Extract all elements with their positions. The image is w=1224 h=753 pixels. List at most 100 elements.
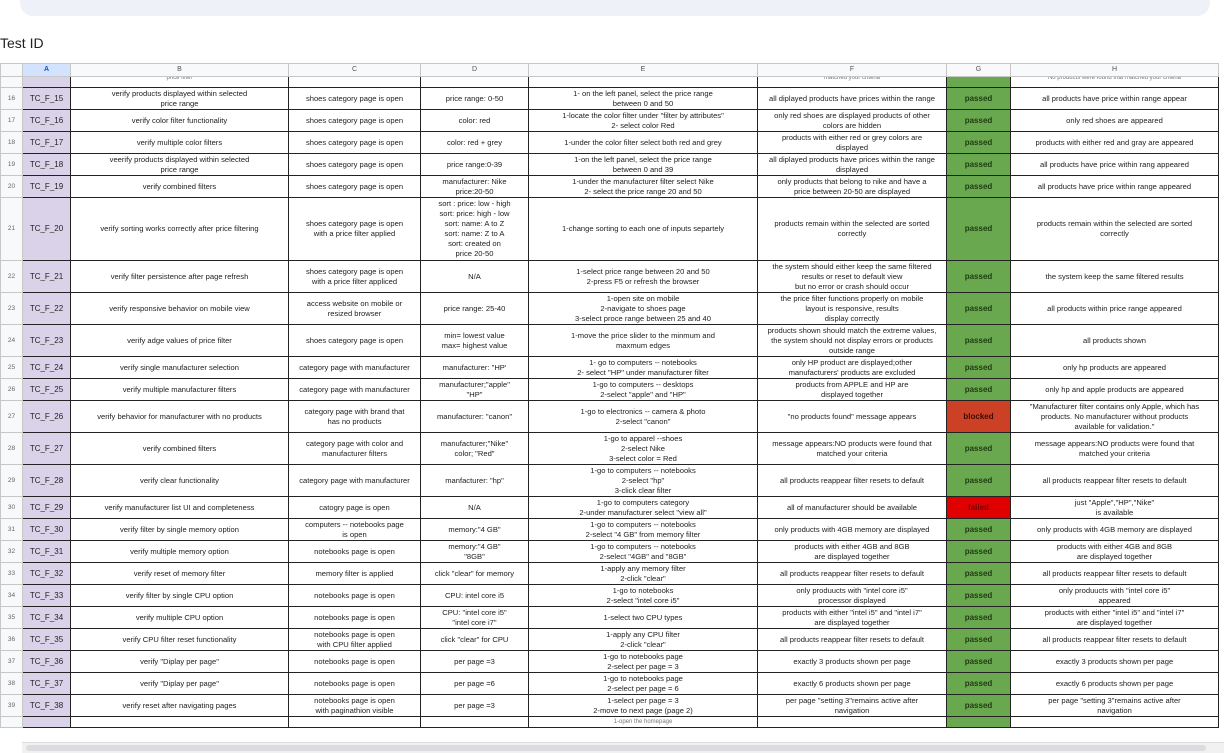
- expected-result-cell[interactable]: exactly 6 products shown per page: [757, 672, 947, 695]
- test-data-cell[interactable]: price range: 25-40: [420, 292, 529, 325]
- steps-cell[interactable]: 1-locate the color filter under "filter …: [528, 109, 758, 132]
- test-title-cell[interactable]: verify multiple color filters: [70, 131, 289, 154]
- test-title-cell[interactable]: verify "Diplay per page": [70, 650, 289, 673]
- test-data-cell[interactable]: manufacturer;"apple" "HP": [420, 378, 529, 401]
- status-cell[interactable]: passed: [946, 650, 1011, 673]
- expected-result-cell[interactable]: products from APPLE and HP are displayed…: [757, 378, 947, 401]
- expected-result-cell[interactable]: only HP product are displayed;other manu…: [757, 356, 947, 379]
- expected-result-cell[interactable]: only produucts with "intel core i5" proc…: [757, 584, 947, 607]
- steps-cell[interactable]: 1-go to notebooks page 2-select per page…: [528, 650, 758, 673]
- precondition-cell[interactable]: shoes category page is open with a price…: [288, 197, 421, 261]
- test-title-cell[interactable]: verify reset after navigating pages: [70, 694, 289, 717]
- expected-result-cell[interactable]: exactly 3 products shown per page: [757, 650, 947, 673]
- test-id-cell[interactable]: TC_F_37: [22, 672, 71, 695]
- precondition-cell[interactable]: category page with color and manufacture…: [288, 432, 421, 465]
- precondition-cell[interactable]: notebooks page is open: [288, 672, 421, 695]
- test-data-cell[interactable]: memory:"4 GB" "8GB": [420, 540, 529, 563]
- steps-cell[interactable]: 1-open site on mobile 2-navigate to shoe…: [528, 292, 758, 325]
- steps-cell[interactable]: 1-go to notebooks 2-select "intel core i…: [528, 584, 758, 607]
- test-title-cell[interactable]: verify single manufacturer selection: [70, 356, 289, 379]
- cell[interactable]: price filter: [70, 76, 289, 88]
- test-title-cell[interactable]: verify combined filters: [70, 432, 289, 465]
- expected-result-cell[interactable]: all products reappear filter resets to d…: [757, 628, 947, 651]
- precondition-cell[interactable]: shoes category page is open: [288, 87, 421, 110]
- test-title-cell[interactable]: veerify products displayed within select…: [70, 153, 289, 176]
- test-data-cell[interactable]: per page =6: [420, 672, 529, 695]
- test-id-cell[interactable]: TC_F_26: [22, 400, 71, 433]
- precondition-cell[interactable]: notebooks page is open: [288, 584, 421, 607]
- test-data-cell[interactable]: manufacturer;"Nike" color; "Red": [420, 432, 529, 465]
- steps-cell[interactable]: 1-change sorting to each one of inputs s…: [528, 197, 758, 261]
- test-title-cell[interactable]: verify multiple manufacturer filters: [70, 378, 289, 401]
- actual-result-cell[interactable]: all products have price within range app…: [1010, 87, 1219, 110]
- status-cell[interactable]: passed: [946, 131, 1011, 154]
- actual-result-cell[interactable]: only produucts with "intel core i5" appe…: [1010, 584, 1219, 607]
- test-title-cell[interactable]: verify adge values of price filter: [70, 324, 289, 357]
- test-id-cell[interactable]: TC_F_32: [22, 562, 71, 585]
- steps-cell[interactable]: 1-go to computers category 2-under manuf…: [528, 496, 758, 519]
- column-header-c[interactable]: C: [288, 63, 421, 77]
- test-id-cell[interactable]: TC_F_38: [22, 694, 71, 717]
- actual-result-cell[interactable]: the system keep the same filtered result…: [1010, 260, 1219, 293]
- test-id-cell[interactable]: TC_F_31: [22, 540, 71, 563]
- test-title-cell[interactable]: verify CPU filter reset functionality: [70, 628, 289, 651]
- steps-cell[interactable]: 1-under the color filter select both red…: [528, 131, 758, 154]
- test-title-cell[interactable]: verify sorting works correctly after pri…: [70, 197, 289, 261]
- test-data-cell[interactable]: min= lowest value max= highest value: [420, 324, 529, 357]
- scrollbar-thumb[interactable]: [26, 745, 1206, 751]
- expected-result-cell[interactable]: products with either red or grey colors …: [757, 131, 947, 154]
- status-cell[interactable]: passed: [946, 153, 1011, 176]
- test-id-cell[interactable]: TC_F_15: [22, 87, 71, 110]
- precondition-cell[interactable]: category page with manufacturer: [288, 464, 421, 497]
- actual-result-cell[interactable]: all products shown: [1010, 324, 1219, 357]
- cell[interactable]: 1-open the homepage: [528, 716, 758, 728]
- column-header-b[interactable]: B: [70, 63, 289, 77]
- expected-result-cell[interactable]: products with either 4GB and 8GB are dis…: [757, 540, 947, 563]
- actual-result-cell[interactable]: only hp and apple products are appeared: [1010, 378, 1219, 401]
- column-header-d[interactable]: D: [420, 63, 529, 77]
- expected-result-cell[interactable]: only red shoes are displayed products of…: [757, 109, 947, 132]
- steps-cell[interactable]: 1-move the price slider to the minmum an…: [528, 324, 758, 357]
- status-cell[interactable]: passed: [946, 292, 1011, 325]
- column-header-f[interactable]: F: [757, 63, 947, 77]
- test-data-cell[interactable]: manufacturer: Nike price:20-50: [420, 175, 529, 198]
- test-id-cell[interactable]: TC_F_35: [22, 628, 71, 651]
- test-id-cell[interactable]: TC_F_17: [22, 131, 71, 154]
- precondition-cell[interactable]: memory filter is applied: [288, 562, 421, 585]
- precondition-cell[interactable]: shoes category page is open: [288, 109, 421, 132]
- test-title-cell[interactable]: verify combined filters: [70, 175, 289, 198]
- test-data-cell[interactable]: memory:"4 GB": [420, 518, 529, 541]
- precondition-cell[interactable]: shoes category page is open: [288, 153, 421, 176]
- precondition-cell[interactable]: shoes category page is open: [288, 324, 421, 357]
- test-data-cell[interactable]: per page =3: [420, 650, 529, 673]
- test-data-cell[interactable]: N/A: [420, 496, 529, 519]
- test-data-cell[interactable]: click "clear" for CPU: [420, 628, 529, 651]
- test-data-cell[interactable]: per page =3: [420, 694, 529, 717]
- precondition-cell[interactable]: notebooks page is open with paginathion …: [288, 694, 421, 717]
- status-cell[interactable]: passed: [946, 175, 1011, 198]
- actual-result-cell[interactable]: all products reappear filter resets to d…: [1010, 562, 1219, 585]
- actual-result-cell[interactable]: products remain within the selected are …: [1010, 197, 1219, 261]
- column-header-g[interactable]: G: [946, 63, 1011, 77]
- test-id-cell[interactable]: TC_F_24: [22, 356, 71, 379]
- select-all-corner[interactable]: [0, 63, 23, 77]
- precondition-cell[interactable]: notebooks page is open with CPU filter a…: [288, 628, 421, 651]
- status-cell[interactable]: passed: [946, 378, 1011, 401]
- actual-result-cell[interactable]: per page "setting 3"remains active after…: [1010, 694, 1219, 717]
- steps-cell[interactable]: 1-on the left panel, select the price ra…: [528, 153, 758, 176]
- actual-result-cell[interactable]: exactly 6 products shown per page: [1010, 672, 1219, 695]
- name-box[interactable]: Test ID: [0, 35, 44, 51]
- test-data-cell[interactable]: color: red + grey: [420, 131, 529, 154]
- test-title-cell[interactable]: verify behavior for manufacturer with no…: [70, 400, 289, 433]
- precondition-cell[interactable]: category page with brand that has no pro…: [288, 400, 421, 433]
- status-cell[interactable]: passed: [946, 628, 1011, 651]
- test-title-cell[interactable]: verify multiple CPU option: [70, 606, 289, 629]
- status-cell[interactable]: passed: [946, 324, 1011, 357]
- status-cell[interactable]: passed: [946, 197, 1011, 261]
- test-id-cell[interactable]: TC_F_19: [22, 175, 71, 198]
- spreadsheet-grid[interactable]: A B C D E F G H price filter matched you…: [0, 63, 1219, 728]
- precondition-cell[interactable]: notebooks page is open: [288, 650, 421, 673]
- status-cell[interactable]: passed: [946, 356, 1011, 379]
- test-id-cell[interactable]: TC_F_25: [22, 378, 71, 401]
- actual-result-cell[interactable]: only hp products are appeared: [1010, 356, 1219, 379]
